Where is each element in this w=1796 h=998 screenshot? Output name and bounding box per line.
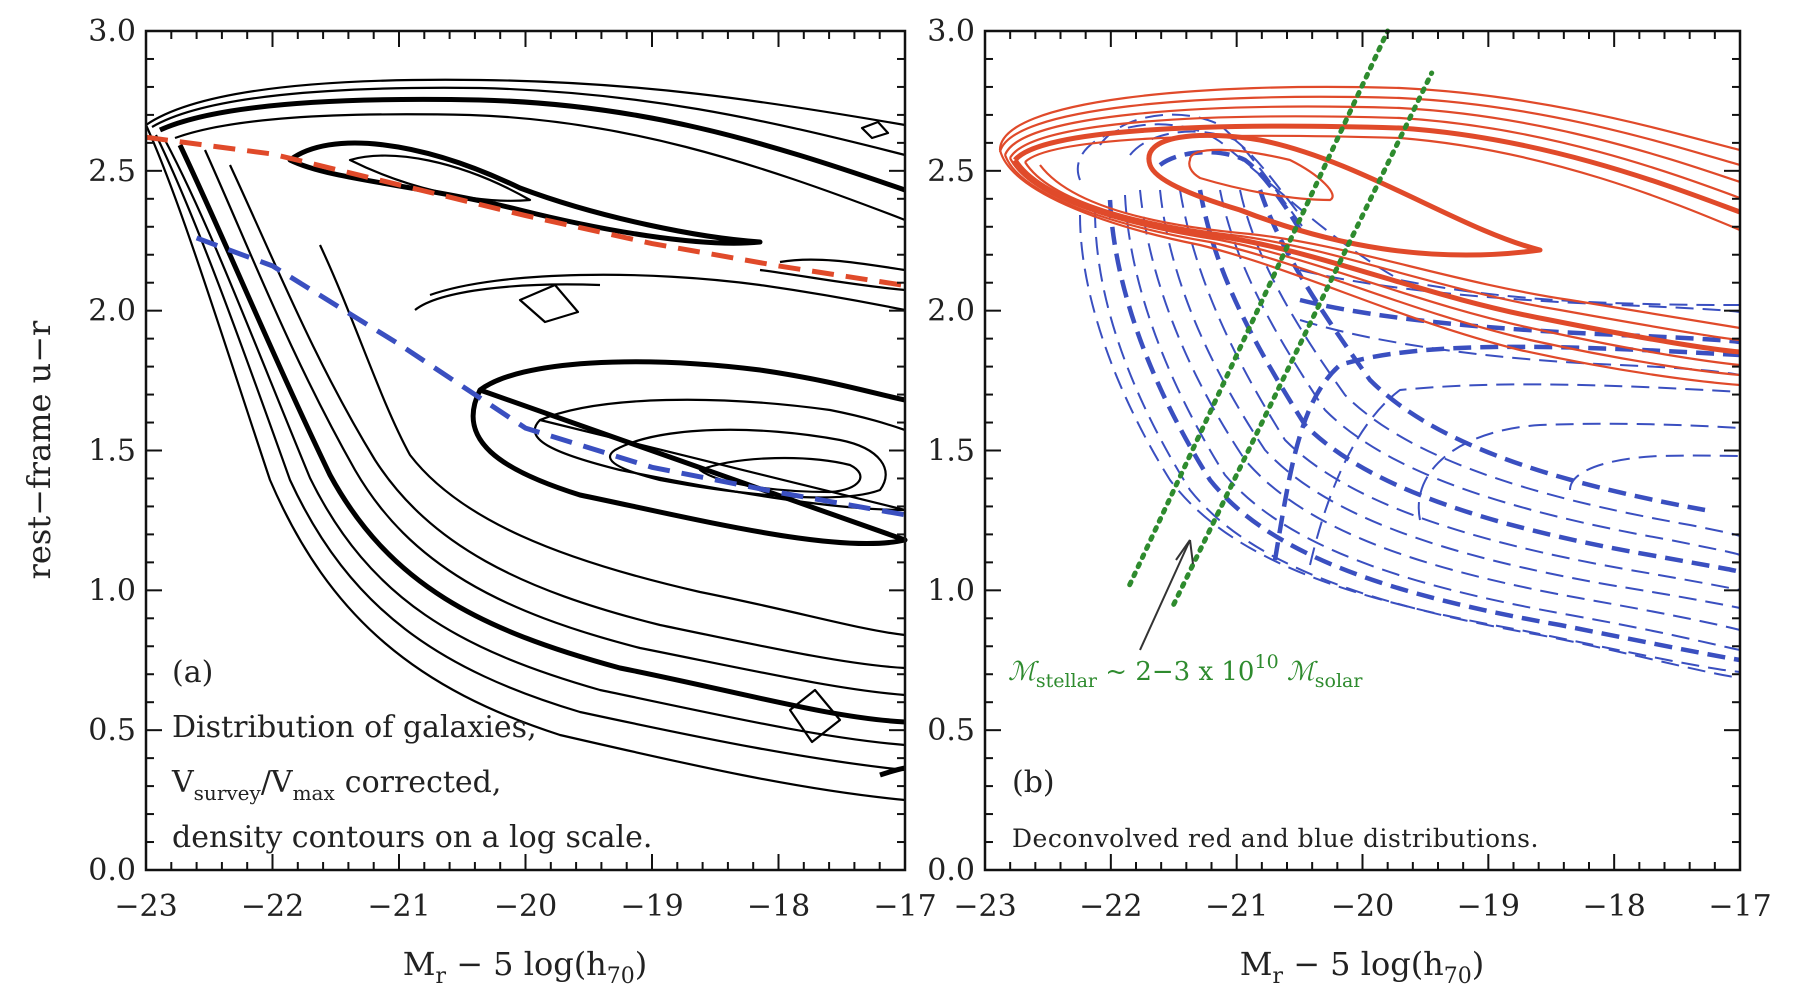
y-tick-label: 1.0: [927, 573, 975, 608]
mr-base: M: [403, 945, 436, 983]
vsurvey-base: V: [171, 765, 195, 800]
panel-b-ticks: −23 −22 −21 −20 −19 −18 −17 0.0 0.5 1.0 1.5 2.0 2.5 3…: [927, 14, 1771, 924]
panel-a-label: (a): [172, 655, 213, 690]
mass-range: ~ 2−3 x 10: [1097, 657, 1254, 687]
x-tick-label: −22: [241, 889, 304, 924]
x-tick-label: −22: [1079, 889, 1142, 924]
x-tick-label: −21: [367, 889, 430, 924]
panel-b-label: (b): [1012, 765, 1055, 800]
panel-a-annotation-line-2: Vsurvey/Vmax corrected,: [171, 765, 501, 805]
mr-mid: − 5 log(h: [446, 945, 607, 983]
mr-end-b: ): [1472, 945, 1484, 983]
mr-end: ): [635, 945, 647, 983]
panel-b-mass-lines: [1127, 28, 1435, 607]
x-tick-label: −17: [873, 889, 936, 924]
mr-sub-b: r: [1272, 964, 1283, 989]
mass-solar-sub: solar: [1315, 670, 1364, 692]
blue-cloud-fit-line: [195, 235, 906, 518]
panel-b-frame: [983, 29, 1742, 872]
y-tick-label: 1.5: [88, 434, 136, 469]
x-tick-label: −17: [1708, 889, 1771, 924]
h70-sub: 70: [607, 964, 635, 989]
x-tick-label: −23: [953, 889, 1016, 924]
panel-a-contours: [144, 78, 908, 802]
x-tick-label: −23: [114, 889, 177, 924]
panel-a-fit-lines: [145, 134, 906, 518]
x-tick-label: −20: [1331, 889, 1394, 924]
y-tick-label: 2.5: [927, 154, 975, 189]
x-tick-label: −19: [1457, 889, 1520, 924]
corrected-text: corrected,: [345, 765, 502, 800]
vmax-sep: /: [261, 765, 272, 800]
x-tick-label: −18: [747, 889, 810, 924]
y-tick-label: 1.0: [88, 573, 136, 608]
mass-exponent: 10: [1254, 651, 1278, 673]
panel-b-annotation: Deconvolved red and blue distributions.: [1012, 824, 1539, 853]
panel-b: −23 −22 −21 −20 −19 −18 −17 0.0 0.5 1.0 1.5 2.0 2.5 3…: [927, 14, 1771, 989]
mass-solar-symbol: ℳ: [1279, 657, 1318, 687]
mr-sub: r: [435, 964, 446, 989]
x-tick-label: −20: [494, 889, 557, 924]
y-axis-label: rest−frame u−r: [20, 320, 58, 579]
red-sequence-fit-line: [145, 134, 906, 288]
mass-annotation-arrowhead: [1175, 539, 1194, 565]
mr-mid-b: − 5 log(h: [1283, 945, 1444, 983]
x-tick-label: −21: [1205, 889, 1268, 924]
vsurvey-sub: survey: [194, 781, 262, 805]
y-tick-label: 3.0: [927, 14, 975, 49]
y-tick-label: 0.0: [88, 853, 136, 888]
panel-a: −23 −22 −21 −20 −19 −18 −17 0.0 0.5 1.0 1.5 2.0 2.5 3…: [20, 14, 937, 989]
x-tick-label: −19: [620, 889, 683, 924]
mr-base-b: M: [1240, 945, 1273, 983]
mass-stellar-sub: stellar: [1036, 670, 1098, 692]
h70-sub-b: 70: [1444, 964, 1472, 989]
y-tick-label: 0.5: [927, 713, 975, 748]
vmax-sub: max: [293, 781, 336, 805]
y-tick-label: 2.5: [88, 154, 136, 189]
stellar-mass-line-1: [1127, 28, 1391, 588]
mass-annotation-arrow: [1139, 539, 1191, 651]
panel-b-x-axis-label: Mr − 5 log(h70): [1240, 945, 1485, 989]
y-tick-label: 1.5: [927, 434, 975, 469]
mass-stellar-symbol: ℳ: [1008, 657, 1039, 687]
y-tick-label: 0.5: [88, 713, 136, 748]
mass-annotation: ℳstellar ~ 2−3 x 1010 ℳsolar: [1008, 651, 1363, 692]
panel-a-ticks: −23 −22 −21 −20 −19 −18 −17 0.0 0.5 1.0 1.5 2.0 2.5 3…: [88, 14, 936, 924]
stellar-mass-line-2: [1171, 70, 1435, 607]
y-tick-label: 3.0: [88, 14, 136, 49]
panel-a-annotation-line-1: Distribution of galaxies,: [172, 710, 537, 745]
panel-b-red-contours: [998, 85, 1741, 387]
x-tick-label: −18: [1583, 889, 1646, 924]
y-tick-label: 0.0: [927, 853, 975, 888]
panel-a-x-axis-label: Mr − 5 log(h70): [403, 945, 648, 989]
panel-a-annotation-line-3: density contours on a log scale.: [172, 820, 652, 855]
y-tick-label: 2.0: [927, 294, 975, 329]
vmax-base: V: [270, 765, 294, 800]
y-tick-label: 2.0: [88, 294, 136, 329]
